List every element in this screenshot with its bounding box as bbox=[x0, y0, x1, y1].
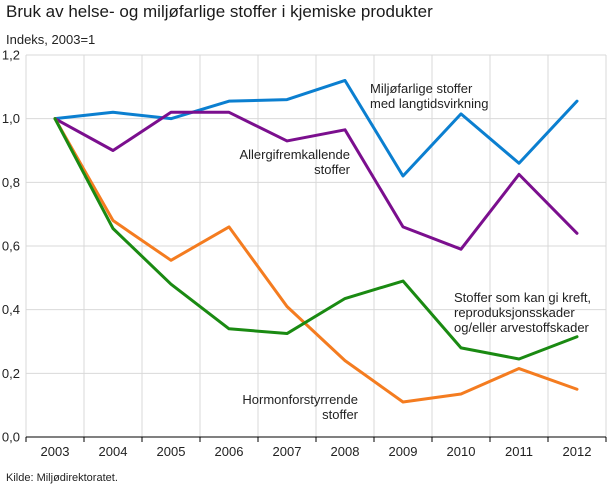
y-axis-unit-label: Indeks, 2003=1 bbox=[6, 32, 96, 47]
y-tick-label: 1,2 bbox=[2, 48, 20, 63]
x-tick-label: 2012 bbox=[563, 444, 592, 459]
series-label: stoffer bbox=[314, 162, 351, 177]
series-line bbox=[53, 78, 579, 178]
series-label: med langtidsvirkning bbox=[370, 96, 489, 111]
series-label: Miljøfarlige stoffer bbox=[370, 81, 473, 96]
x-tick-label: 2003 bbox=[41, 444, 70, 459]
x-tick-label: 2005 bbox=[157, 444, 186, 459]
y-tick-label: 0,4 bbox=[2, 302, 20, 317]
y-tick-label: 0,0 bbox=[2, 430, 20, 445]
x-tick-label: 2008 bbox=[331, 444, 360, 459]
series-line bbox=[53, 110, 579, 251]
x-tick-label: 2010 bbox=[447, 444, 476, 459]
x-tick-label: 2004 bbox=[99, 444, 128, 459]
series-label: og/eller arvestoffskader bbox=[454, 320, 590, 335]
x-tick-label: 2006 bbox=[215, 444, 244, 459]
series-label: Stoffer som kan gi kreft, bbox=[454, 290, 591, 305]
series-line bbox=[53, 117, 579, 361]
x-tick-label: 2011 bbox=[505, 444, 533, 459]
y-tick-label: 1,0 bbox=[2, 111, 20, 126]
series-line bbox=[53, 117, 579, 404]
y-tick-label: 0,6 bbox=[2, 239, 20, 254]
series-label: reproduksjonsskader bbox=[454, 305, 575, 320]
y-tick-label: 0,8 bbox=[2, 175, 20, 190]
series-label: Allergifremkallende bbox=[239, 147, 350, 162]
series-label: stoffer bbox=[322, 407, 359, 422]
chart-title: Bruk av helse- og miljøfarlige stoffer i… bbox=[6, 2, 433, 21]
y-tick-label: 0,2 bbox=[2, 366, 20, 381]
series-label: Hormonforstyrrende bbox=[242, 392, 358, 407]
source-note: Kilde: Miljødirektoratet. bbox=[6, 472, 118, 484]
x-tick-label: 2009 bbox=[389, 444, 418, 459]
x-tick-label: 2007 bbox=[273, 444, 302, 459]
